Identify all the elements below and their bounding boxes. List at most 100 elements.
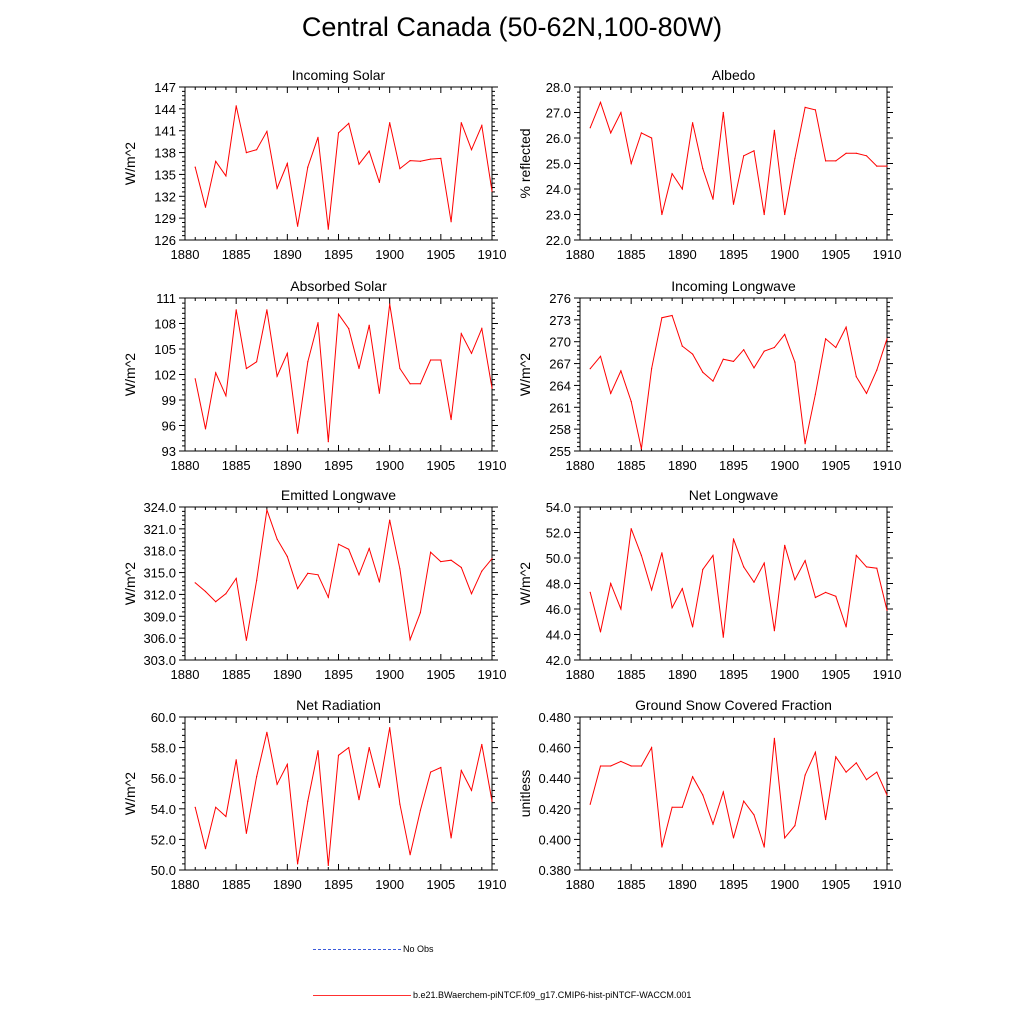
x-tick-label: 1890 — [668, 247, 697, 262]
data-point — [814, 596, 817, 599]
legend-obs-label: No Obs — [403, 944, 434, 954]
data-point — [297, 432, 299, 434]
y-tick-label: 108 — [154, 317, 176, 332]
data-point — [886, 794, 888, 796]
x-tick-label: 1880 — [566, 667, 595, 682]
data-point — [804, 560, 806, 562]
data-point — [702, 168, 704, 170]
data-point — [599, 631, 602, 633]
data-point — [215, 601, 217, 603]
data-point — [470, 352, 473, 354]
data-point — [681, 806, 683, 808]
data-point — [297, 863, 299, 865]
data-point — [620, 111, 622, 114]
y-tick-label: 99 — [162, 393, 176, 408]
data-point — [430, 551, 432, 553]
y-tick-label: 276 — [549, 291, 571, 306]
data-point — [825, 338, 827, 340]
x-tick-label: 1885 — [222, 667, 251, 682]
y-tick-label: 25.0 — [546, 157, 571, 172]
x-tick-label: 1910 — [478, 247, 507, 262]
x-tick-label: 1895 — [324, 667, 353, 682]
data-point — [702, 794, 704, 796]
y-tick-label: 270 — [549, 335, 571, 350]
data-point — [307, 361, 309, 363]
data-point — [327, 864, 329, 867]
y-tick-label: 0.420 — [538, 802, 571, 817]
data-point — [773, 630, 776, 632]
data-point — [440, 157, 442, 159]
data-point — [794, 157, 796, 159]
data-point — [845, 626, 847, 628]
data-point — [348, 747, 350, 749]
y-tick-label: 50.0 — [546, 551, 571, 566]
series-line — [589, 100, 887, 215]
x-tick-label: 1910 — [873, 877, 902, 892]
data-point — [368, 547, 370, 550]
chart-panel-8: Ground Snow Covered Fraction unitless 1880… — [517, 697, 901, 892]
y-tick-label: 324.0 — [143, 500, 176, 515]
x-tick-label: 1910 — [478, 877, 507, 892]
data-point — [491, 558, 493, 560]
data-point — [640, 448, 643, 450]
data-point — [194, 806, 196, 808]
y-tick-label: 315.0 — [143, 566, 176, 581]
y-tick-label: 0.480 — [538, 710, 571, 725]
data-point — [225, 815, 227, 818]
data-point — [317, 322, 319, 324]
data-point — [640, 132, 643, 134]
data-point — [358, 163, 360, 165]
data-point — [450, 559, 452, 561]
y-axis-label: W/m^2 — [122, 772, 138, 815]
data-point — [732, 203, 735, 205]
y-tick-label: 52.0 — [151, 832, 176, 847]
y-axis-label: W/m^2 — [517, 562, 533, 605]
data-point — [835, 160, 837, 162]
data-point — [256, 580, 258, 582]
data-point — [865, 155, 868, 157]
plot-frame — [184, 297, 493, 452]
data-point — [661, 317, 663, 319]
series-line — [194, 303, 493, 442]
data-point — [610, 765, 612, 767]
data-point — [266, 309, 268, 311]
x-tick-label: 1910 — [478, 458, 507, 473]
chart-panel-6: Net Longwave W/m^2 1880 1885 1890 1895 1900 190… — [517, 487, 901, 682]
x-tick-label: 1910 — [873, 458, 902, 473]
y-tick-label: 54.0 — [546, 500, 571, 515]
data-point — [256, 776, 258, 778]
x-tick-label: 1905 — [821, 667, 850, 682]
data-point — [450, 221, 452, 223]
data-point — [743, 566, 745, 568]
data-point — [630, 162, 632, 165]
data-point — [804, 106, 806, 108]
data-point — [327, 228, 329, 230]
chart-panel-7: Net Radiation W/m^2 1880 1885 1890 1895 1900 19… — [122, 697, 506, 892]
data-point — [763, 562, 765, 564]
data-point — [460, 566, 462, 569]
data-point — [399, 168, 401, 170]
x-tick-label: 1895 — [719, 458, 748, 473]
x-tick-label: 1885 — [617, 667, 646, 682]
data-point — [348, 122, 350, 124]
data-point — [886, 609, 888, 611]
data-point — [784, 837, 786, 839]
data-point — [589, 127, 591, 129]
plot-frame — [579, 86, 888, 241]
data-point — [286, 352, 288, 354]
data-point — [651, 368, 653, 370]
x-tick-label: 1880 — [171, 247, 200, 262]
data-point — [389, 519, 391, 521]
data-point — [399, 367, 401, 370]
data-point — [610, 132, 612, 134]
y-tick-label: 0.380 — [538, 863, 571, 878]
data-point — [327, 441, 329, 443]
data-point — [886, 338, 888, 340]
y-tick-label: 309.0 — [143, 609, 176, 624]
data-point — [337, 132, 340, 134]
data-point — [671, 314, 673, 317]
chart-panel-2: Albedo % reflected 1880 1885 1890 1895 1900 190… — [517, 67, 901, 262]
x-tick-label: 1895 — [719, 667, 748, 682]
data-point — [235, 309, 237, 311]
